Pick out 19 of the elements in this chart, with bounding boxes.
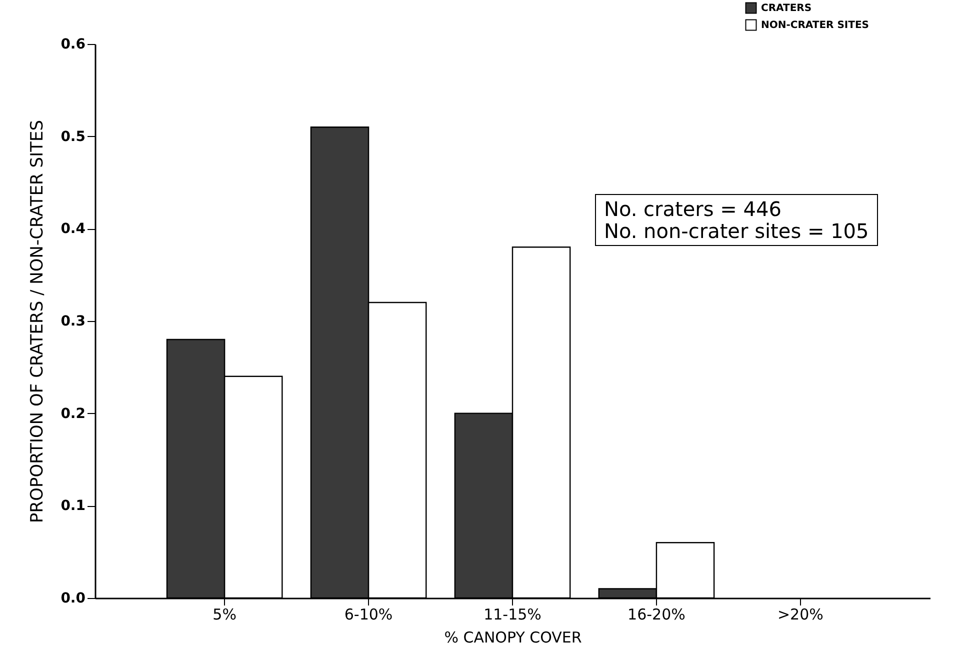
y-tick-label: 0.3 xyxy=(60,314,86,330)
y-tick-label: 0.5 xyxy=(60,128,86,145)
annotation: No. craters = 446 xyxy=(604,197,782,221)
x-tick-label: 16-20% xyxy=(628,606,686,624)
x-axis-title: % CANOPY COVER xyxy=(444,628,582,646)
legend-label: CRATERS xyxy=(761,3,812,14)
x-tick-label: 11-15% xyxy=(484,606,542,624)
y-axis-title: PROPORTION OF CRATERS / NON-CRATER SITES xyxy=(28,120,48,523)
y-tick-label: 0.1 xyxy=(60,498,86,514)
legend-label: NON-CRATER SITES xyxy=(761,20,870,31)
annotation: No. non-crater sites = 105 xyxy=(604,219,869,243)
x-tick-label: >20% xyxy=(777,606,824,624)
y-tick-label: 0.2 xyxy=(60,406,86,422)
y-tick-label: 0.6 xyxy=(60,36,86,52)
x-tick-label: 6-10% xyxy=(344,606,393,624)
y-tick-label: 0.0 xyxy=(60,590,86,606)
y-tick-label: 0.4 xyxy=(60,221,86,238)
note-box: No. craters = 446 No. non-crater sites = 105 xyxy=(595,194,878,246)
x-tick-label: 5% xyxy=(212,606,236,624)
